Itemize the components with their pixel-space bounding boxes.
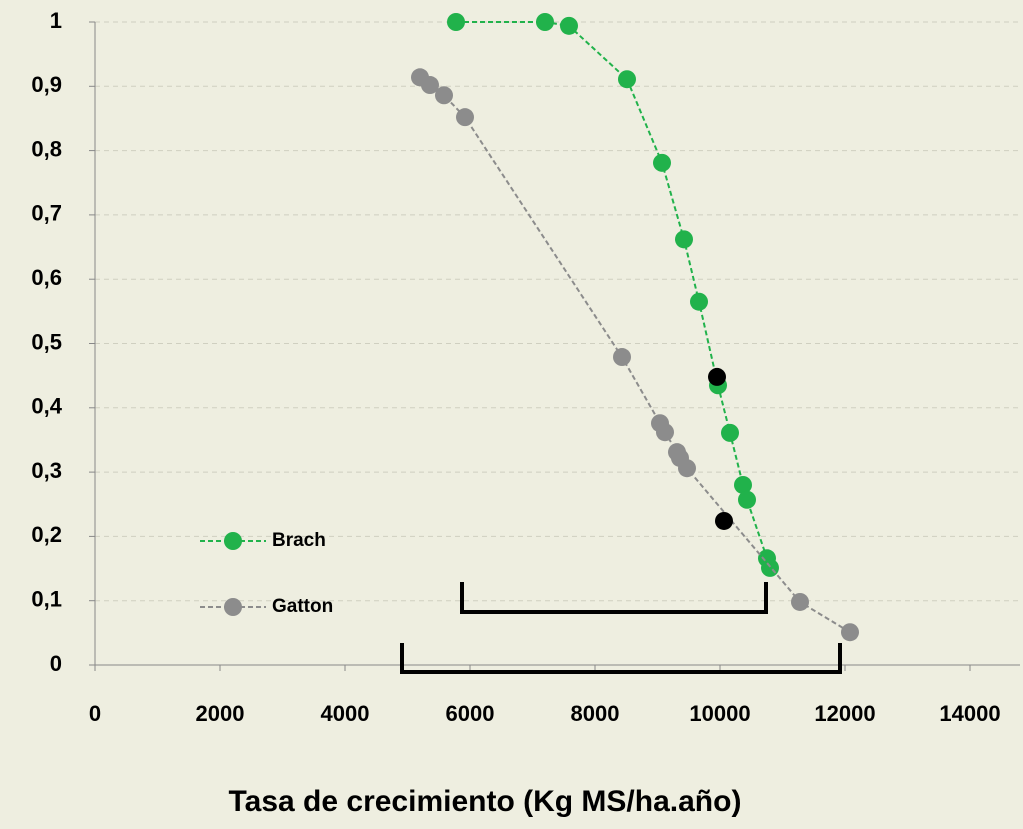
data-point	[656, 423, 674, 442]
y-tick-label: 0	[50, 651, 62, 676]
legend-label: Gatton	[272, 596, 333, 617]
data-point	[675, 230, 693, 249]
y-tick-label: 0,7	[31, 201, 62, 226]
x-tick-label: 2000	[196, 701, 245, 726]
data-point	[456, 108, 474, 127]
y-tick-label: 1	[50, 8, 62, 33]
x-tick-label: 14000	[939, 701, 1000, 726]
data-point	[447, 13, 465, 31]
x-tick-label: 4000	[321, 701, 370, 726]
data-point	[560, 16, 578, 35]
y-tick-label: 0,6	[31, 265, 62, 290]
data-point	[721, 423, 739, 442]
data-point	[715, 511, 733, 530]
x-tick-label: 0	[89, 701, 101, 726]
data-point	[618, 70, 636, 89]
x-tick-label: 8000	[571, 701, 620, 726]
data-point	[841, 623, 859, 642]
y-tick-label: 0,1	[31, 587, 62, 612]
data-point	[421, 76, 439, 95]
legend-label: Brach	[272, 530, 326, 551]
y-tick-label: 0,5	[31, 329, 62, 354]
data-point	[536, 13, 554, 31]
x-tick-label: 12000	[814, 701, 875, 726]
y-tick-label: 0,8	[31, 136, 62, 161]
data-point	[435, 86, 453, 105]
x-axis-label: Tasa de crecimiento (Kg MS/ha.año)	[229, 785, 742, 818]
data-point	[791, 592, 809, 611]
y-tick-label: 0,3	[31, 458, 62, 483]
data-point	[653, 153, 671, 172]
data-point	[690, 292, 708, 311]
data-point	[708, 367, 726, 386]
bracket	[460, 582, 768, 614]
y-tick-label: 0,9	[31, 72, 62, 97]
x-tick-label: 10000	[689, 701, 750, 726]
data-point	[613, 348, 631, 367]
data-point	[734, 475, 752, 494]
y-tick-label: 0,4	[31, 394, 62, 419]
bracket	[400, 643, 842, 674]
y-tick-label: 0,2	[31, 522, 62, 547]
legend-marker	[224, 532, 242, 550]
x-tick-label: 6000	[446, 701, 495, 726]
data-point	[761, 558, 779, 577]
data-point	[678, 459, 696, 478]
data-point	[738, 490, 756, 509]
legend-marker	[224, 598, 242, 616]
